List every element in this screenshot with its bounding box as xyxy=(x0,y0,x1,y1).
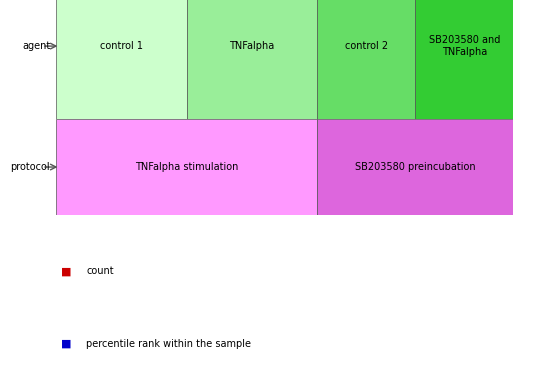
Text: control 2: control 2 xyxy=(345,41,388,51)
Text: percentile rank within the sample: percentile rank within the sample xyxy=(86,339,252,349)
Text: ■: ■ xyxy=(61,339,72,349)
Bar xyxy=(186,0,318,119)
Bar xyxy=(56,0,186,119)
Text: ■: ■ xyxy=(61,266,72,276)
Bar xyxy=(56,119,318,215)
Text: SB203580 and
TNFalpha: SB203580 and TNFalpha xyxy=(429,35,500,57)
Text: control 1: control 1 xyxy=(100,41,143,51)
Text: protocol: protocol xyxy=(11,162,50,172)
Text: TNFalpha: TNFalpha xyxy=(229,41,275,51)
Text: TNFalpha stimulation: TNFalpha stimulation xyxy=(135,162,238,172)
Bar xyxy=(415,0,513,119)
Text: SB203580 preincubation: SB203580 preincubation xyxy=(355,162,475,172)
Bar xyxy=(318,0,415,119)
Bar xyxy=(318,119,513,215)
Text: count: count xyxy=(86,266,114,276)
Text: agent: agent xyxy=(22,41,50,51)
